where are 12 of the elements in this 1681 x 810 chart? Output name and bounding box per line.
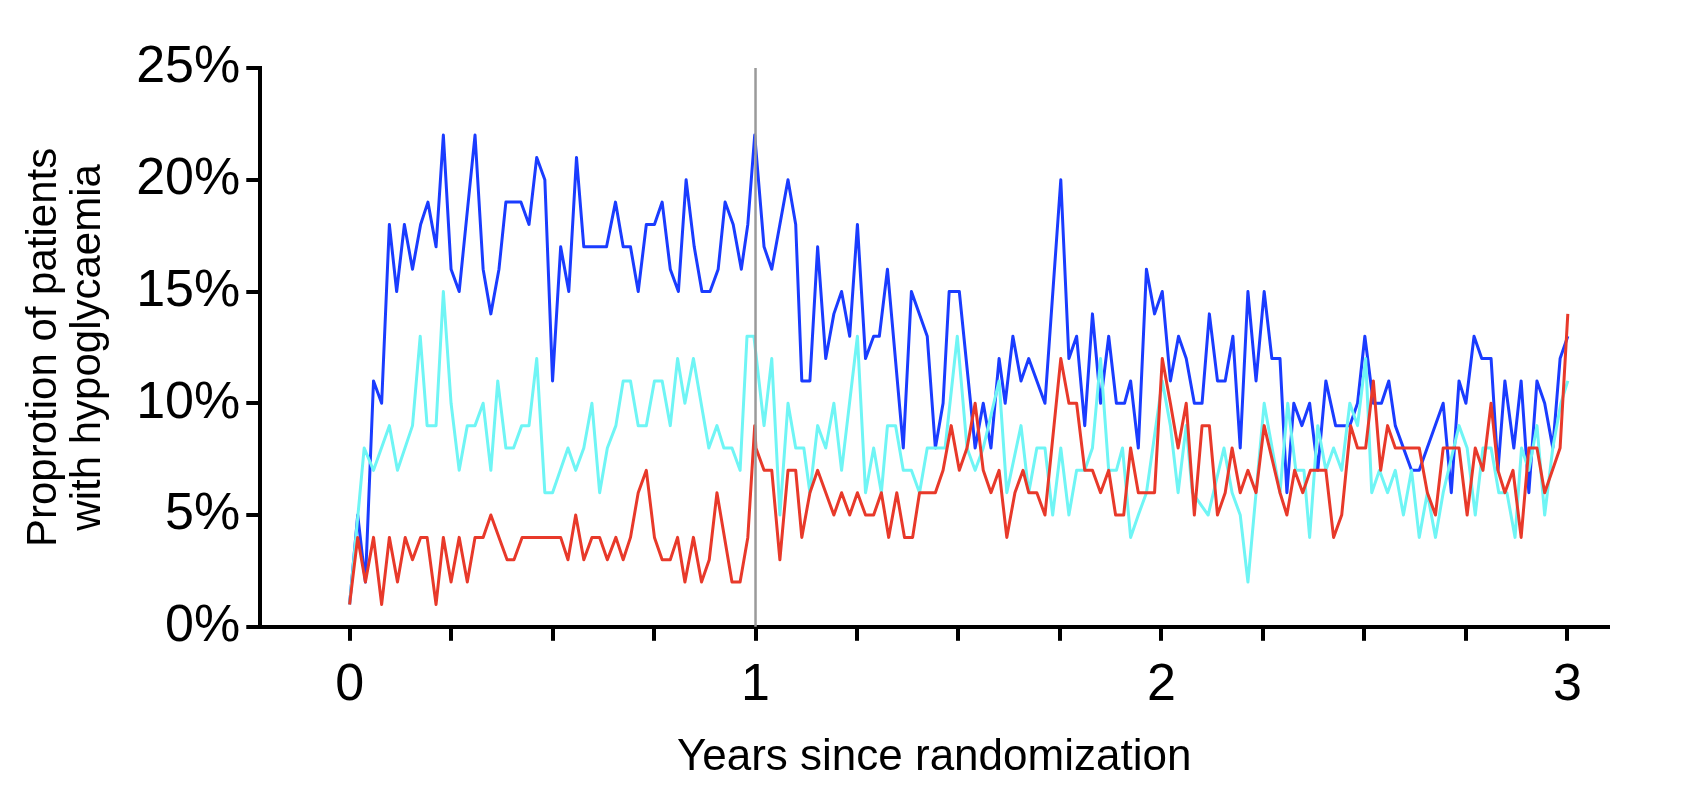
- x-tick-label: 0: [335, 653, 365, 712]
- x-tick-label: 1: [741, 653, 770, 712]
- y-tick-label: 20%: [136, 147, 241, 206]
- y-tick-label: 25%: [136, 35, 241, 94]
- x-tick-label: 2: [1147, 653, 1176, 712]
- y-tick-label: 0%: [165, 594, 241, 653]
- y-tick-label: 15%: [136, 258, 241, 317]
- y-tick-label: 10%: [136, 370, 241, 429]
- x-tick-label: 3: [1552, 653, 1582, 712]
- y-axis-title: Proprotion of patients with hypoglycaemia: [17, 147, 109, 548]
- y-tick-label: 5%: [165, 482, 241, 541]
- x-axis-title: Years since randomization: [676, 729, 1192, 779]
